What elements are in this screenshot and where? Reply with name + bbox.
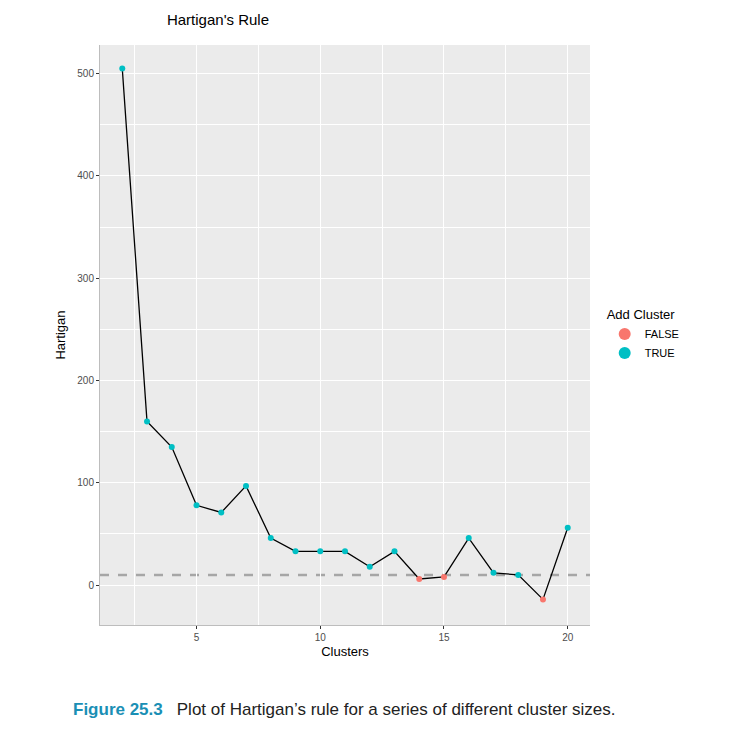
- svg-text:15: 15: [438, 632, 450, 643]
- svg-text:TRUE: TRUE: [645, 347, 675, 359]
- svg-text:Hartigan's Rule: Hartigan's Rule: [167, 11, 269, 28]
- svg-text:Add Cluster: Add Cluster: [607, 307, 676, 322]
- svg-text:500: 500: [77, 68, 94, 79]
- svg-text:300: 300: [77, 273, 94, 284]
- svg-text:200: 200: [77, 375, 94, 386]
- svg-text:5: 5: [194, 632, 200, 643]
- html-text:Figure 25.3: Figure 25.3: [73, 700, 163, 719]
- svg-text:10: 10: [315, 632, 327, 643]
- svg-text:Hartigan: Hartigan: [53, 310, 68, 359]
- svg-text:20: 20: [562, 632, 574, 643]
- svg-text:FALSE: FALSE: [645, 328, 679, 340]
- svg-text:Clusters: Clusters: [321, 644, 369, 659]
- svg-text:400: 400: [77, 170, 94, 181]
- svg-text:100: 100: [77, 477, 94, 488]
- svg-text:0: 0: [88, 580, 94, 591]
- html-text:Plot of Hartigan’s rule for a: Plot of Hartigan’s rule for a series of …: [176, 700, 616, 719]
